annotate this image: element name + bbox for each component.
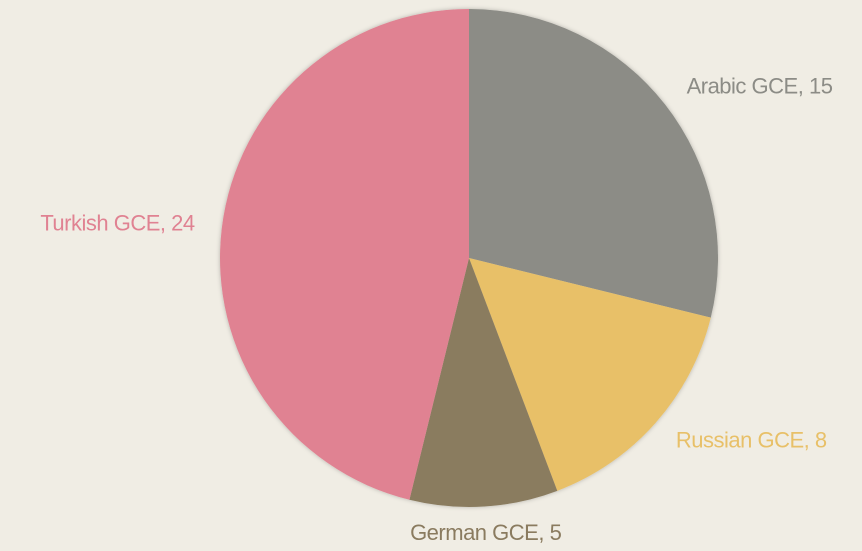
slice-name: Arabic GCE [687,73,798,98]
pie-slice [220,9,469,500]
slice-value: 15 [809,73,833,98]
slice-name: German GCE [410,520,538,545]
pie [220,9,719,507]
slice-value: 5 [550,520,562,545]
slice-label: German GCE, 5 [410,520,561,545]
slice-label: Arabic GCE, 15 [687,73,833,98]
slice-value: 8 [815,427,827,452]
pie-slice [469,258,711,491]
pie-slice [469,9,719,318]
separator: , [160,210,171,235]
slice-name: Russian GCE [676,427,804,452]
slice-name: Turkish GCE [40,210,160,235]
slice-label: Russian GCE, 8 [676,427,827,452]
pie-slice [409,258,558,507]
separator: , [538,520,549,545]
separator: , [798,73,809,98]
slice-value: 24 [171,210,195,235]
slice-label: Turkish GCE, 24 [40,210,195,235]
separator: , [804,427,815,452]
